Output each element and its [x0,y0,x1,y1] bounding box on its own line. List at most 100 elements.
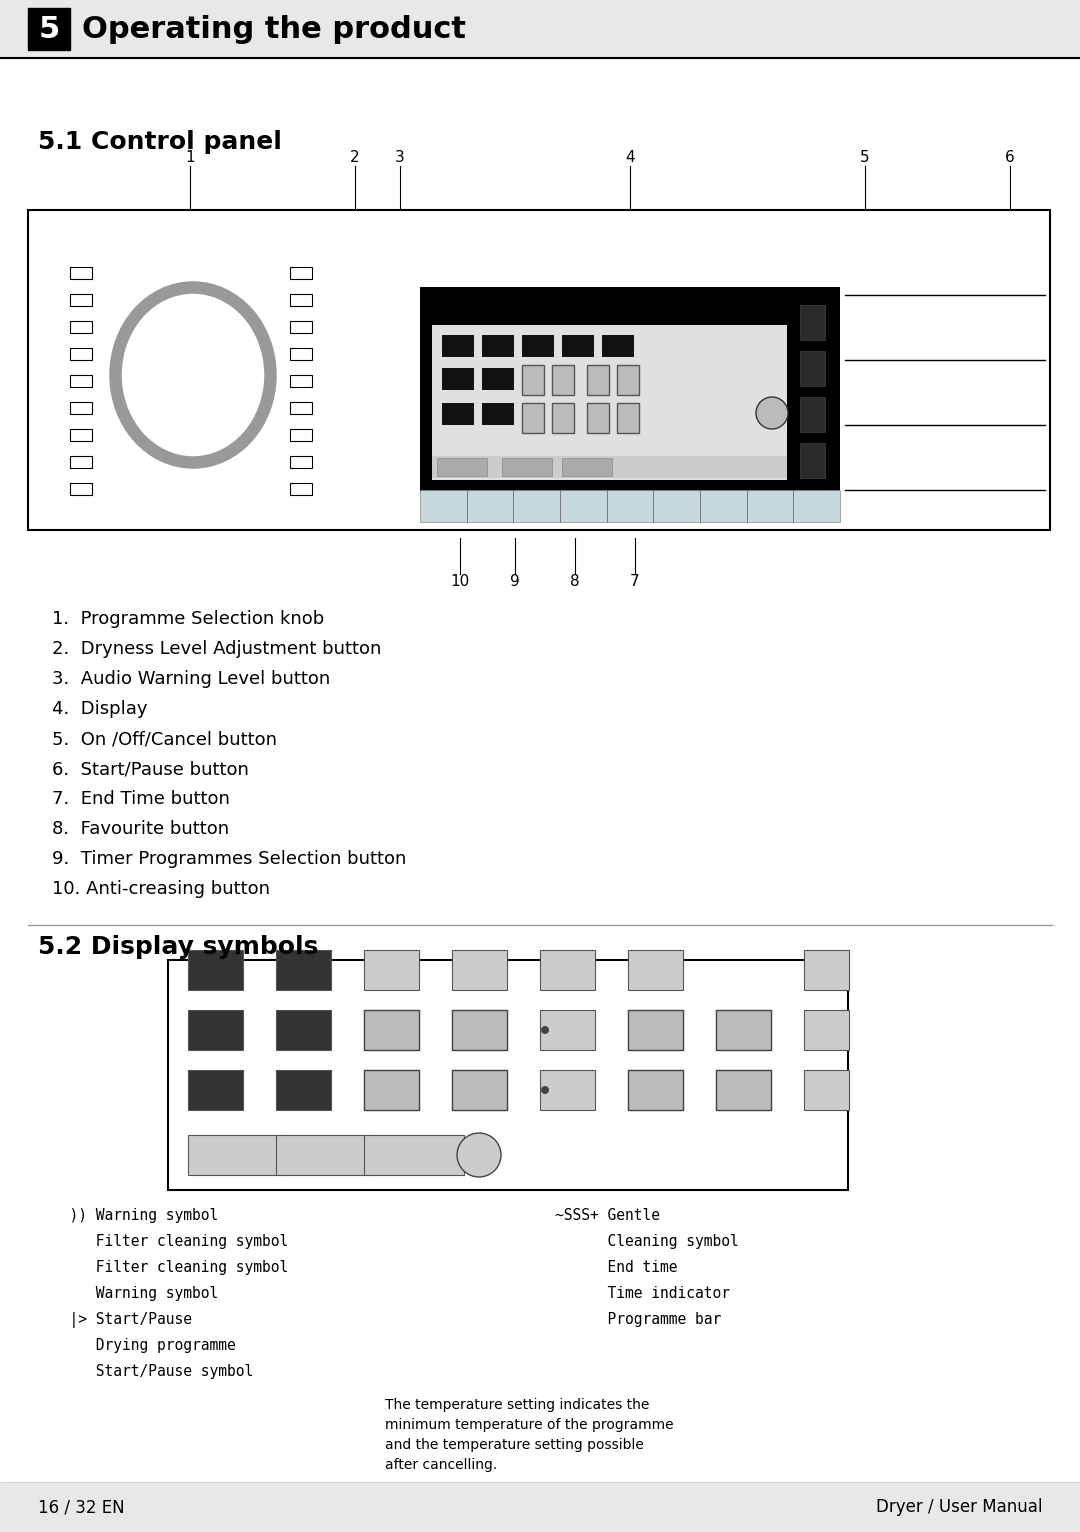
Bar [617,403,639,434]
Bar [276,1135,376,1175]
Text: Start/Pause symbol: Start/Pause symbol [52,1363,253,1379]
Bar [453,950,507,990]
Bar [522,403,544,434]
Text: 10: 10 [450,574,470,590]
Bar [800,351,825,386]
Bar [482,368,514,391]
Bar [804,1010,849,1049]
Bar [70,322,92,332]
Bar [588,365,609,395]
Bar [482,403,514,424]
Bar [0,0,1080,58]
Bar [540,1010,595,1049]
Bar [627,1069,683,1111]
Text: and the temperature setting possible: and the temperature setting possible [384,1439,644,1452]
Bar [364,1069,419,1111]
Text: End time: End time [555,1259,677,1275]
Bar [364,1135,464,1175]
Bar [627,950,683,990]
Circle shape [756,397,788,429]
Bar [804,1069,849,1111]
Circle shape [541,1086,549,1094]
Bar [168,961,848,1190]
Bar [364,950,419,990]
Bar [540,1069,595,1111]
Bar [453,1069,507,1111]
Text: 4: 4 [625,150,635,165]
Bar [432,325,787,480]
Bar [291,267,312,279]
Bar [364,1069,419,1111]
Text: Drying programme: Drying programme [52,1337,235,1353]
Bar [540,950,595,990]
Bar [716,1069,771,1111]
Bar [70,457,92,467]
Bar [432,457,787,478]
Bar [502,458,552,476]
Bar [188,1135,288,1175]
Bar [291,322,312,332]
Text: 6.  Start/Pause button: 6. Start/Pause button [52,760,248,778]
Bar [70,294,92,306]
Text: 1.  Programme Selection knob: 1. Programme Selection knob [52,610,324,628]
Bar [291,429,312,441]
Text: Filter cleaning symbol: Filter cleaning symbol [52,1259,288,1275]
Bar [442,403,474,424]
Bar [588,403,609,434]
Bar [562,458,612,476]
Bar [800,443,825,478]
Bar [602,336,634,357]
Bar [70,483,92,495]
Text: 2: 2 [350,150,360,165]
Bar [70,429,92,441]
Text: minimum temperature of the programme: minimum temperature of the programme [384,1419,674,1432]
Text: 5: 5 [860,150,869,165]
Bar [562,336,594,357]
Text: The temperature setting indicates the: The temperature setting indicates the [384,1399,649,1413]
Text: 7.  End Time button: 7. End Time button [52,791,230,807]
Bar [291,348,312,360]
Bar [188,950,243,990]
Bar [482,336,514,357]
Bar [28,210,1050,530]
Text: Programme bar: Programme bar [555,1311,721,1327]
Bar [70,348,92,360]
Text: Operating the product: Operating the product [82,14,465,43]
Text: 5: 5 [39,14,59,43]
Bar [364,1010,419,1049]
Text: Dryer / User Manual: Dryer / User Manual [876,1498,1042,1517]
Bar [291,457,312,467]
Text: 10. Anti-creasing button: 10. Anti-creasing button [52,879,270,898]
Bar [522,336,554,357]
Bar [800,397,825,432]
Text: |> Start/Pause: |> Start/Pause [52,1311,192,1328]
Circle shape [541,1026,549,1034]
Circle shape [457,1134,501,1177]
Bar [291,401,312,414]
Ellipse shape [116,288,270,463]
Bar [70,267,92,279]
Text: 9.  Timer Programmes Selection button: 9. Timer Programmes Selection button [52,850,406,869]
Text: 4.  Display: 4. Display [52,700,148,719]
Bar [453,1069,507,1111]
Text: ~SSS+ Gentle: ~SSS+ Gentle [555,1209,660,1223]
Bar [453,1010,507,1049]
Bar [70,375,92,388]
Text: 7: 7 [631,574,639,590]
Bar [70,401,92,414]
Bar [442,368,474,391]
Text: 5.  On /Off/Cancel button: 5. On /Off/Cancel button [52,731,276,748]
Bar [716,1010,771,1049]
Text: 3: 3 [395,150,405,165]
Bar [291,483,312,495]
Text: 8.  Favourite button: 8. Favourite button [52,820,229,838]
Bar [716,1069,771,1111]
Text: Cleaning symbol: Cleaning symbol [555,1233,739,1249]
Text: Time indicator: Time indicator [555,1285,730,1301]
Bar [627,1010,683,1049]
Bar [276,1010,330,1049]
Bar [291,294,312,306]
Text: 3.  Audio Warning Level button: 3. Audio Warning Level button [52,669,330,688]
Bar [617,365,639,395]
Text: after cancelling.: after cancelling. [384,1458,497,1472]
